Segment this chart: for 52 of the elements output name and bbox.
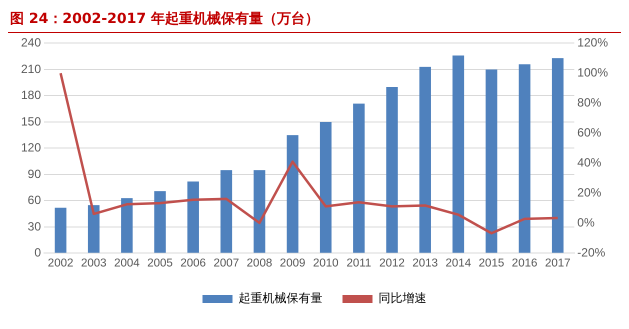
bar: [419, 66, 431, 253]
bar: [286, 135, 298, 253]
y-tick-label: 60: [28, 193, 42, 208]
x-tick-label: 2002: [48, 257, 74, 270]
x-tick-label: 2006: [180, 257, 206, 270]
y2-tick-label: 40%: [577, 156, 602, 170]
y2-tick-label: -20%: [577, 246, 606, 260]
bar: [121, 198, 133, 253]
x-tick-label: 2008: [246, 257, 272, 270]
chart-title: 图 24：2002-2017 年起重机械保有量（万台）: [8, 8, 621, 33]
y-tick-label: 150: [20, 114, 42, 128]
x-tick-label: 2013: [412, 257, 438, 270]
y2-tick-label: 20%: [577, 186, 602, 200]
bar: [320, 122, 332, 253]
y-tick-label: 240: [20, 36, 42, 50]
x-tick-label: 2005: [147, 257, 173, 270]
y2-tick-label: 120%: [577, 36, 608, 50]
legend-label: 起重机械保有量: [238, 291, 322, 306]
bar: [386, 86, 398, 253]
y2-tick-label: 80%: [577, 96, 602, 110]
y2-tick-label: 100%: [577, 66, 608, 80]
y-tick-label: 30: [28, 219, 42, 234]
bar: [154, 191, 166, 253]
bar: [552, 58, 564, 253]
bar: [220, 170, 232, 253]
bar: [254, 170, 266, 253]
bar: [187, 181, 199, 253]
x-tick-label: 2014: [446, 257, 472, 270]
x-tick-label: 2007: [214, 257, 240, 270]
bar: [88, 205, 100, 253]
x-tick-label: 2003: [80, 257, 107, 270]
bar: [54, 208, 66, 253]
y-tick-label: 180: [20, 88, 42, 102]
bar: [518, 64, 530, 253]
x-tick-label: 2016: [512, 257, 538, 270]
y2-tick-label: 60%: [577, 126, 602, 140]
x-tick-label: 2011: [346, 257, 372, 270]
y-tick-label: 210: [20, 62, 42, 76]
bar: [486, 69, 498, 253]
bar: [452, 55, 464, 253]
legend-label: 同比增速: [378, 291, 426, 306]
x-tick-label: 2015: [478, 257, 504, 270]
bar: [353, 104, 365, 253]
x-tick-label: 2010: [312, 257, 339, 270]
x-tick-label: 2017: [544, 257, 571, 270]
y2-tick-label: 0%: [577, 216, 595, 230]
y-tick-label: 120: [20, 140, 42, 155]
y-tick-label: 90: [28, 166, 42, 181]
x-tick-label: 2009: [280, 257, 306, 270]
x-tick-label: 2004: [114, 257, 140, 270]
x-tick-label: 2012: [379, 257, 405, 270]
y-tick-label: 0: [34, 246, 42, 260]
